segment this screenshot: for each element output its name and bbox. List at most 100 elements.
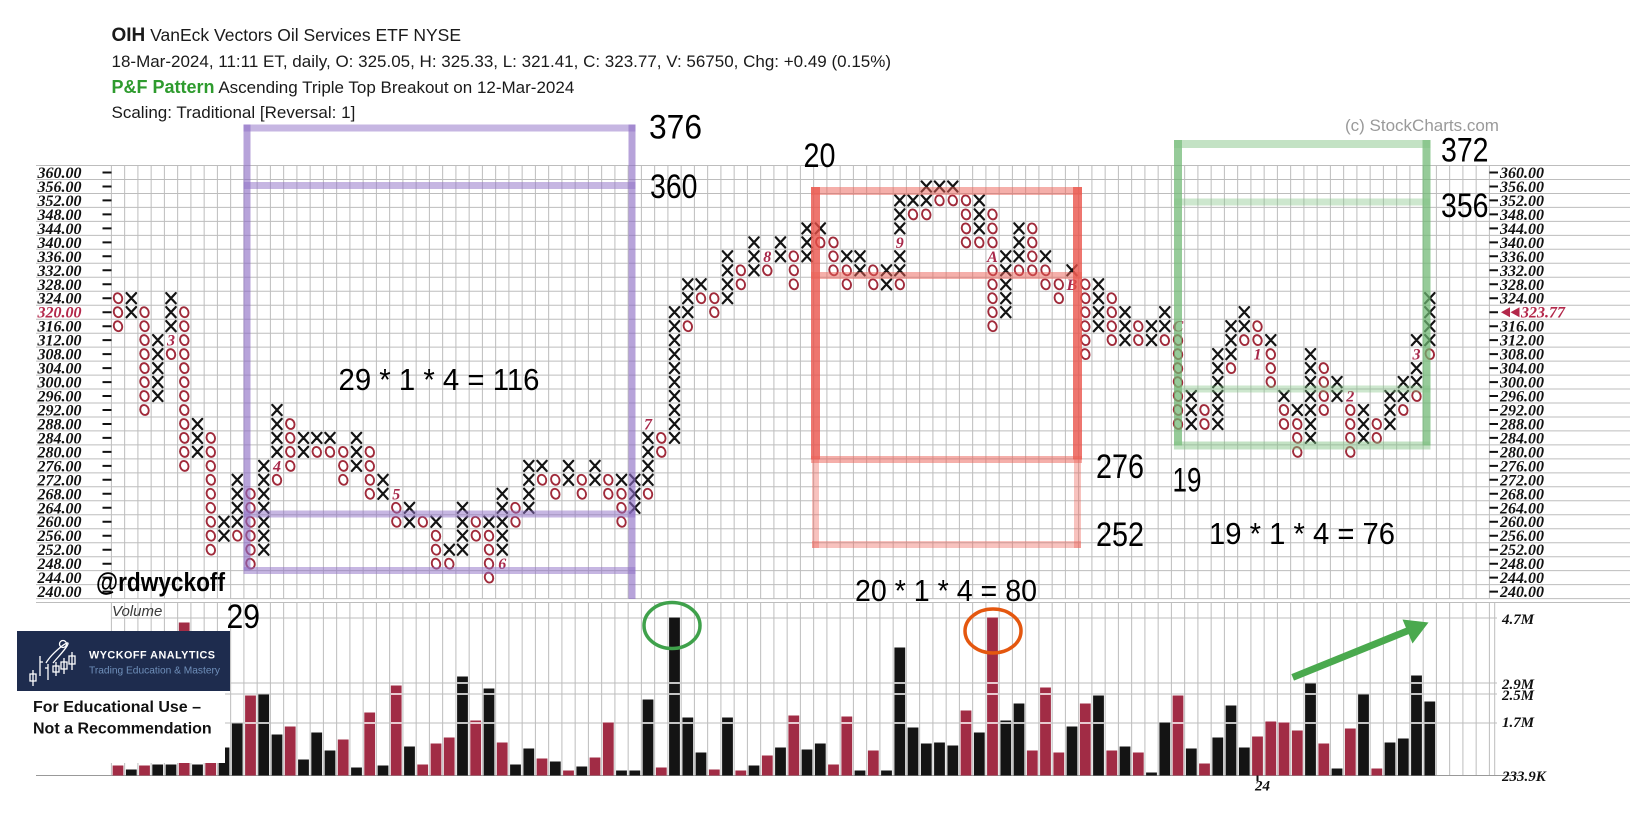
svg-text:292.00: 292.00 [37, 403, 82, 420]
svg-text:256.00: 256.00 [37, 528, 82, 545]
svg-text:Scaling: Traditional [Reversal: Scaling: Traditional [Reversal: 1] [112, 103, 356, 122]
svg-text:280.00: 280.00 [37, 444, 82, 461]
svg-text:296.00: 296.00 [37, 389, 82, 406]
svg-text:328.00: 328.00 [1499, 277, 1544, 294]
svg-text:2.5M: 2.5M [1501, 688, 1535, 704]
svg-text:316.00: 316.00 [37, 319, 82, 336]
svg-text:312.00: 312.00 [1499, 333, 1544, 350]
svg-text:29: 29 [227, 598, 261, 636]
svg-text:9: 9 [896, 235, 904, 252]
svg-text:280.00: 280.00 [1499, 444, 1544, 461]
svg-text:4.7M: 4.7M [1501, 612, 1535, 628]
svg-text:P&F Pattern Ascending Triple: P&F Pattern Ascending Triple Top Breakou… [112, 77, 575, 97]
svg-text:300.00: 300.00 [37, 375, 82, 392]
svg-text:328.00: 328.00 [37, 277, 82, 294]
svg-text:252.00: 252.00 [37, 542, 82, 559]
svg-text:For Educational Use –: For Educational Use – [33, 699, 201, 716]
svg-text:Volume: Volume [112, 603, 162, 620]
svg-text:276.00: 276.00 [37, 458, 82, 475]
svg-text:Trading Education & Mastery: Trading Education & Mastery [89, 666, 221, 677]
svg-text:316.00: 316.00 [1499, 319, 1544, 336]
svg-text:264.00: 264.00 [1499, 500, 1544, 517]
svg-text:5: 5 [392, 486, 400, 503]
svg-text:3: 3 [166, 333, 175, 350]
svg-text:352.00: 352.00 [1499, 193, 1544, 210]
svg-text:324.00: 324.00 [37, 291, 82, 308]
svg-text:336.00: 336.00 [1499, 249, 1544, 266]
svg-text:304.00: 304.00 [37, 361, 82, 378]
svg-text:29 * 1 * 4 = 116: 29 * 1 * 4 = 116 [339, 362, 540, 397]
svg-text:323.77: 323.77 [1520, 305, 1566, 322]
svg-text:336.00: 336.00 [37, 249, 82, 266]
svg-text:288.00: 288.00 [1499, 417, 1544, 434]
svg-text:344.00: 344.00 [1499, 221, 1544, 238]
svg-text:356.00: 356.00 [37, 179, 82, 196]
svg-text:348.00: 348.00 [1499, 207, 1544, 224]
svg-text:6: 6 [498, 556, 506, 573]
svg-text:19: 19 [1173, 462, 1202, 500]
svg-text:296.00: 296.00 [1499, 389, 1544, 406]
svg-text:(c) StockCharts.com: (c) StockCharts.com [1345, 116, 1499, 135]
svg-text:8: 8 [763, 249, 771, 266]
svg-text:256.00: 256.00 [1499, 528, 1544, 545]
svg-text:312.00: 312.00 [37, 333, 82, 350]
svg-text:2.9M: 2.9M [1501, 677, 1535, 693]
svg-text:372: 372 [1441, 132, 1489, 170]
svg-text:356.00: 356.00 [1499, 179, 1544, 196]
svg-text:344.00: 344.00 [37, 221, 82, 238]
svg-text:OIH VanEck Vectors Oil Servic: OIH VanEck Vectors Oil Services ETF NYSE [112, 25, 462, 46]
svg-text:376: 376 [649, 109, 702, 147]
svg-text:Not a Recommendation: Not a Recommendation [33, 721, 212, 738]
svg-text:WYCKOFF ANALYTICS: WYCKOFF ANALYTICS [89, 650, 215, 662]
svg-text:3: 3 [1412, 347, 1421, 364]
svg-text:332.00: 332.00 [37, 263, 82, 280]
svg-text:24: 24 [1254, 779, 1271, 795]
svg-text:268.00: 268.00 [1499, 486, 1544, 503]
svg-text:332.00: 332.00 [1499, 263, 1544, 280]
svg-text:7: 7 [644, 417, 653, 434]
svg-text:288.00: 288.00 [37, 417, 82, 434]
svg-text:324.00: 324.00 [1499, 291, 1544, 308]
svg-text:4: 4 [272, 458, 281, 475]
svg-text:248.00: 248.00 [1499, 556, 1544, 573]
svg-text:A: A [986, 249, 998, 266]
svg-text:360: 360 [650, 168, 698, 206]
svg-text:272.00: 272.00 [1499, 472, 1544, 489]
svg-text:@rdwyckoff: @rdwyckoff [96, 569, 225, 597]
svg-text:360.00: 360.00 [1499, 165, 1544, 182]
svg-text:233.9K: 233.9K [1501, 769, 1547, 785]
svg-text:252.00: 252.00 [1499, 542, 1544, 559]
svg-text:272.00: 272.00 [37, 472, 82, 489]
svg-text:252: 252 [1096, 516, 1144, 554]
svg-text:352.00: 352.00 [37, 193, 82, 210]
svg-text:284.00: 284.00 [37, 430, 82, 447]
svg-text:300.00: 300.00 [1499, 375, 1544, 392]
svg-text:244.00: 244.00 [37, 570, 82, 587]
svg-text:284.00: 284.00 [1499, 430, 1544, 447]
svg-text:308.00: 308.00 [37, 347, 82, 364]
svg-text:20: 20 [804, 137, 836, 175]
svg-text:244.00: 244.00 [1499, 570, 1544, 587]
svg-text:20 * 1 * 4 = 80: 20 * 1 * 4 = 80 [855, 573, 1037, 608]
svg-text:264.00: 264.00 [37, 500, 82, 517]
svg-text:268.00: 268.00 [37, 486, 82, 503]
svg-text:276.00: 276.00 [1499, 458, 1544, 475]
svg-text:304.00: 304.00 [1499, 361, 1544, 378]
svg-text:1.7M: 1.7M [1502, 715, 1535, 731]
svg-text:18-Mar-2024, 11:11 ET, daily,: 18-Mar-2024, 11:11 ET, daily, O: 325.05,… [112, 52, 892, 71]
svg-text:19 * 1 * 4 = 76: 19 * 1 * 4 = 76 [1209, 516, 1395, 551]
svg-text:260.00: 260.00 [1499, 514, 1544, 531]
svg-text:320.00: 320.00 [37, 305, 82, 322]
svg-text:340.00: 340.00 [1499, 235, 1544, 252]
svg-text:260.00: 260.00 [37, 514, 82, 531]
svg-text:2: 2 [1345, 389, 1354, 406]
svg-text:348.00: 348.00 [37, 207, 82, 224]
svg-text:276: 276 [1096, 448, 1144, 486]
svg-text:240.00: 240.00 [1499, 584, 1544, 601]
svg-text:1: 1 [1254, 347, 1262, 364]
svg-text:356: 356 [1441, 187, 1489, 225]
svg-text:360.00: 360.00 [37, 165, 82, 182]
svg-text:292.00: 292.00 [1499, 403, 1544, 420]
svg-text:248.00: 248.00 [37, 556, 82, 573]
svg-text:240.00: 240.00 [37, 584, 82, 601]
